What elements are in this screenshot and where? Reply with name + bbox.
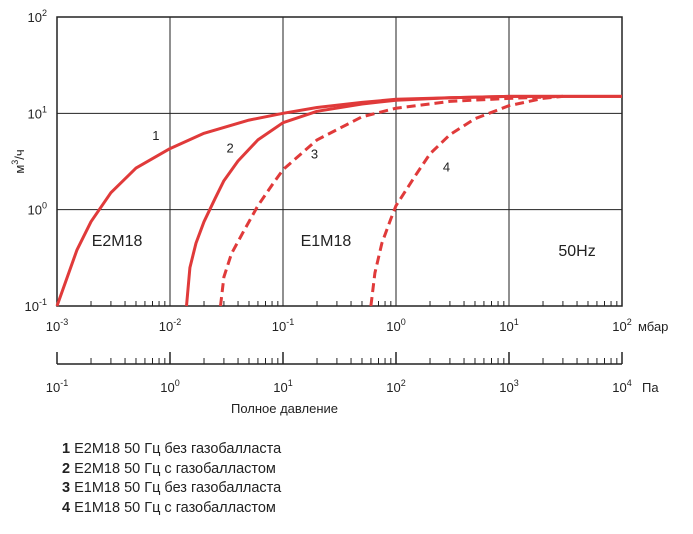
legend-item-2: 2 E2M18 50 Гц с газобалластом [62,460,281,480]
chart-text: 1 2 3 4 E2M18 E1M18 50Hz 10-3 10-2 10-1 100 101 102 м… [10,8,668,334]
legend-text: E2M18 50 Гц без газобалласта [74,441,282,457]
secondary-tick-label: 104 [612,378,631,395]
y-tick-label: 10-1 [25,297,47,314]
series-curve-4 [369,94,564,307]
x-tick-label: 10-3 [46,317,68,334]
series-curve-3 [219,94,563,307]
grid [56,16,623,307]
legend-text: E1M18 50 Гц с газобалластом [74,499,276,516]
legend-number: 3 [62,480,71,496]
chart-annotation: E2M18 [92,233,143,250]
plot-frame [56,16,623,307]
legend-item-4: 4 E1M18 50 Гц с газобалластом [62,499,281,519]
chart-annotation: 50Hz [558,243,595,260]
secondary-tick-label: 103 [499,378,518,395]
legend: 1 E2M18 50 Гц без газобалласта 2 E2M18 5… [62,440,281,518]
y-axis-label: м3/ч [10,149,27,173]
x-tick-label: 101 [499,317,518,334]
chart-annotation: E1M18 [301,233,352,250]
secondary-tick-label: 10-1 [46,378,68,395]
series-label-3: 3 [311,146,318,161]
pump-speed-chart: 1 2 3 4 E2M18 E1M18 50Hz 10-3 10-2 10-1 100 101 102 м… [10,8,668,416]
series-label-4: 4 [443,159,450,174]
series-curve-1 [55,94,622,307]
legend-item-3: 3 E1M18 50 Гц без газобалласта [62,479,281,499]
series-curve-2 [185,94,622,307]
x-tick-label: 100 [386,317,405,334]
secondary-axis-unit: Па [642,380,659,395]
legend-number: 2 [62,460,71,477]
secondary-tick-label: 101 [273,378,292,395]
y-tick-label: 101 [28,104,47,121]
legend-item-1: 1 E2M18 50 Гц без газобалласта [62,440,281,460]
x-tick-label: 102 [612,317,631,334]
x-axis-unit: мбар [638,319,668,334]
series-label-2: 2 [226,141,233,156]
x-tick-label: 10-1 [272,317,294,334]
secondary-axis: 10-1 100 101 102 103 104 Па Полное давление [46,352,659,416]
legend-number: 4 [62,499,71,516]
y-tick-label: 102 [28,8,47,25]
secondary-axis-label: Полное давление [231,401,338,416]
secondary-tick-label: 100 [160,378,179,395]
series-curves [55,94,622,307]
y-tick-label: 100 [28,201,47,218]
legend-text: E1M18 50 Гц без газобалласта [74,480,282,496]
legend-text: E2M18 50 Гц с газобалластом [74,460,276,477]
x-tick-label: 10-2 [159,317,181,334]
series-label-1: 1 [152,128,159,143]
secondary-tick-label: 102 [386,378,405,395]
legend-number: 1 [62,441,71,457]
